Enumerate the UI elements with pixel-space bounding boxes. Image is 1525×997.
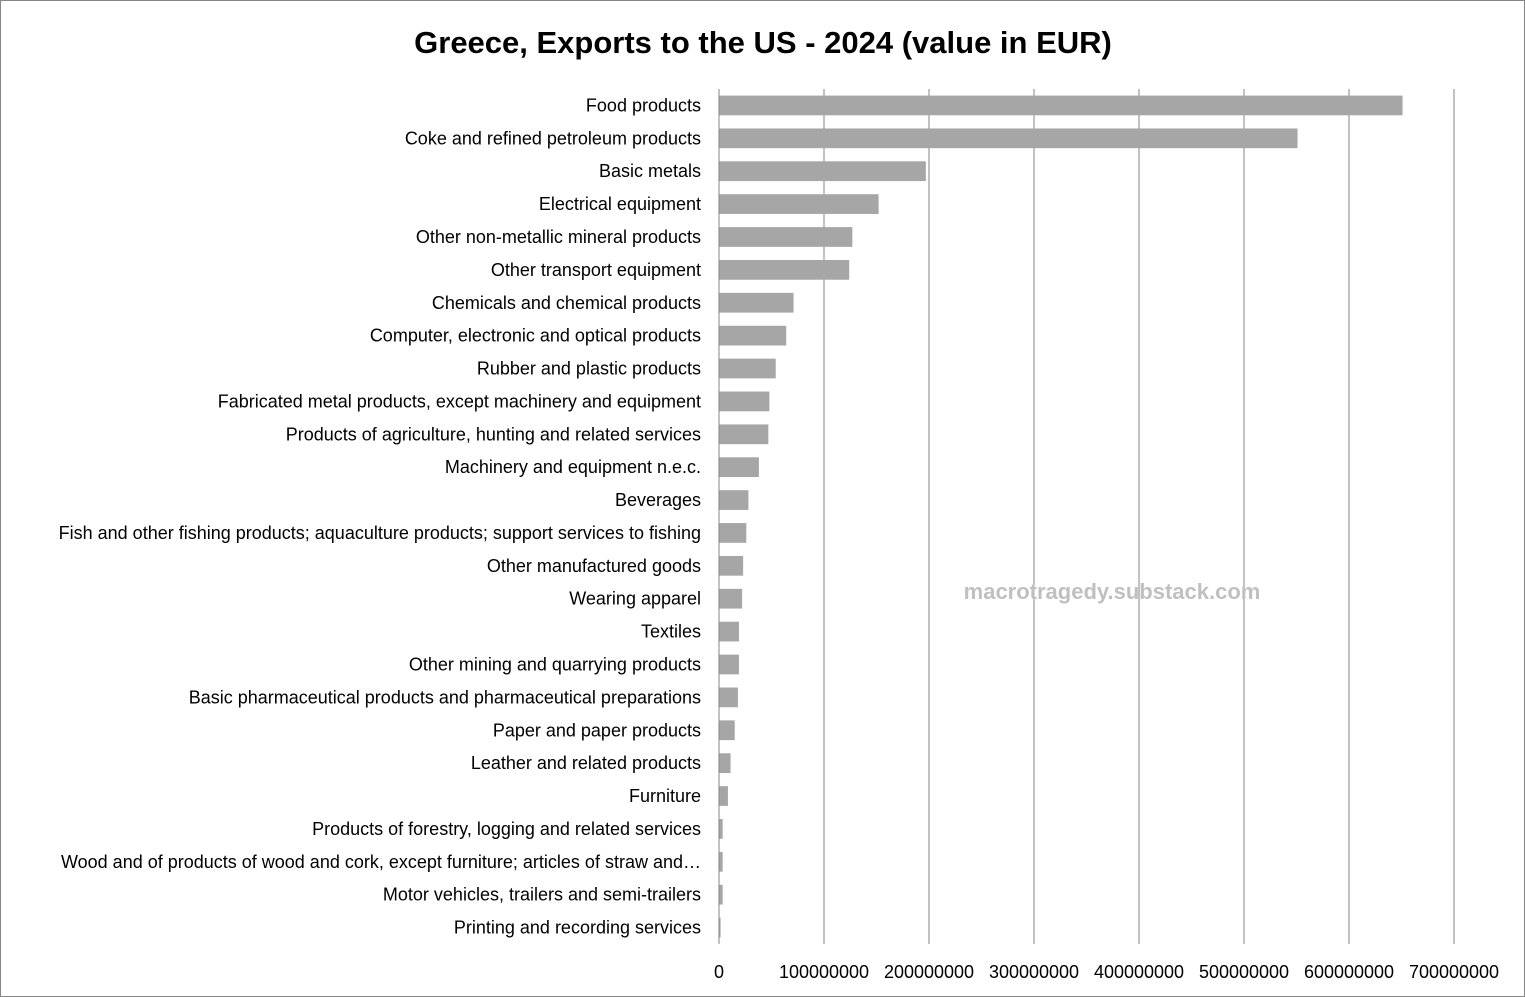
bar <box>719 260 850 280</box>
x-tick-label: 100000000 <box>779 962 869 982</box>
bar <box>719 720 735 741</box>
category-label: Products of forestry, logging and relate… <box>312 819 701 839</box>
bar <box>719 786 728 806</box>
category-label: Wearing apparel <box>569 589 701 609</box>
category-label: Fabricated metal products, except machin… <box>218 391 701 411</box>
bar <box>719 194 879 214</box>
x-tick-label: 400000000 <box>1094 962 1184 982</box>
bar <box>719 523 747 543</box>
x-axis-tick-labels: 0 100000000 200000000 300000000 400000000 500… <box>714 962 1499 982</box>
watermark: macrotragedy.substack.com <box>964 579 1261 604</box>
category-label: Furniture <box>629 786 701 806</box>
bar <box>719 819 723 839</box>
bar <box>719 851 723 872</box>
x-tick-label: 0 <box>714 962 724 982</box>
bars <box>719 95 1403 938</box>
category-label: Paper and paper products <box>493 720 701 740</box>
category-label: Other transport equipment <box>491 260 701 280</box>
category-label: Motor vehicles, trailers and semi-traile… <box>383 885 701 905</box>
bar <box>719 95 1403 116</box>
category-label: Basic metals <box>599 161 701 181</box>
category-labels: Food products Coke and refined petroleum … <box>59 95 701 937</box>
category-label: Other non-metallic mineral products <box>416 227 701 247</box>
bar <box>719 654 739 675</box>
bar <box>719 884 723 905</box>
category-label: Basic pharmaceutical products and pharma… <box>189 687 701 707</box>
category-label: Coke and refined petroleum products <box>405 128 701 148</box>
category-label: Textiles <box>641 622 701 642</box>
category-label: Machinery and equipment n.e.c. <box>445 457 701 477</box>
x-tick-label: 600000000 <box>1304 962 1394 982</box>
bar <box>719 917 721 938</box>
category-label: Beverages <box>615 490 701 510</box>
bar <box>719 555 744 576</box>
bar <box>719 621 739 642</box>
bar <box>719 687 738 708</box>
category-label: Other mining and quarrying products <box>409 654 701 674</box>
category-label: Food products <box>586 95 701 115</box>
x-tick-label: 500000000 <box>1199 962 1289 982</box>
bar <box>719 753 731 773</box>
bar <box>719 227 853 247</box>
bar <box>719 325 787 346</box>
bar <box>719 457 759 478</box>
bar <box>719 391 770 412</box>
category-label: Printing and recording services <box>454 918 701 938</box>
bar <box>719 490 749 510</box>
category-label: Computer, electronic and optical product… <box>370 326 701 346</box>
category-label: Leather and related products <box>471 753 701 773</box>
category-label: Products of agriculture, hunting and rel… <box>286 424 701 444</box>
bar <box>719 588 743 609</box>
x-tick-label: 300000000 <box>989 962 1079 982</box>
bar <box>719 424 769 445</box>
bar <box>719 161 926 182</box>
category-label: Rubber and plastic products <box>477 359 701 379</box>
category-label: Electrical equipment <box>539 194 701 214</box>
category-label: Wood and of products of wood and cork, e… <box>61 852 701 872</box>
x-tick-label: 200000000 <box>884 962 974 982</box>
gridlines <box>823 89 1455 944</box>
chart-title: Greece, Exports to the US - 2024 (value … <box>414 25 1112 60</box>
bar <box>719 292 794 313</box>
bar <box>719 358 776 379</box>
category-label: Chemicals and chemical products <box>432 293 701 313</box>
bar <box>719 128 1298 149</box>
category-label: Fish and other fishing products; aquacul… <box>59 523 701 543</box>
category-label: Other manufactured goods <box>487 556 701 576</box>
x-tick-label: 700000000 <box>1409 962 1499 982</box>
